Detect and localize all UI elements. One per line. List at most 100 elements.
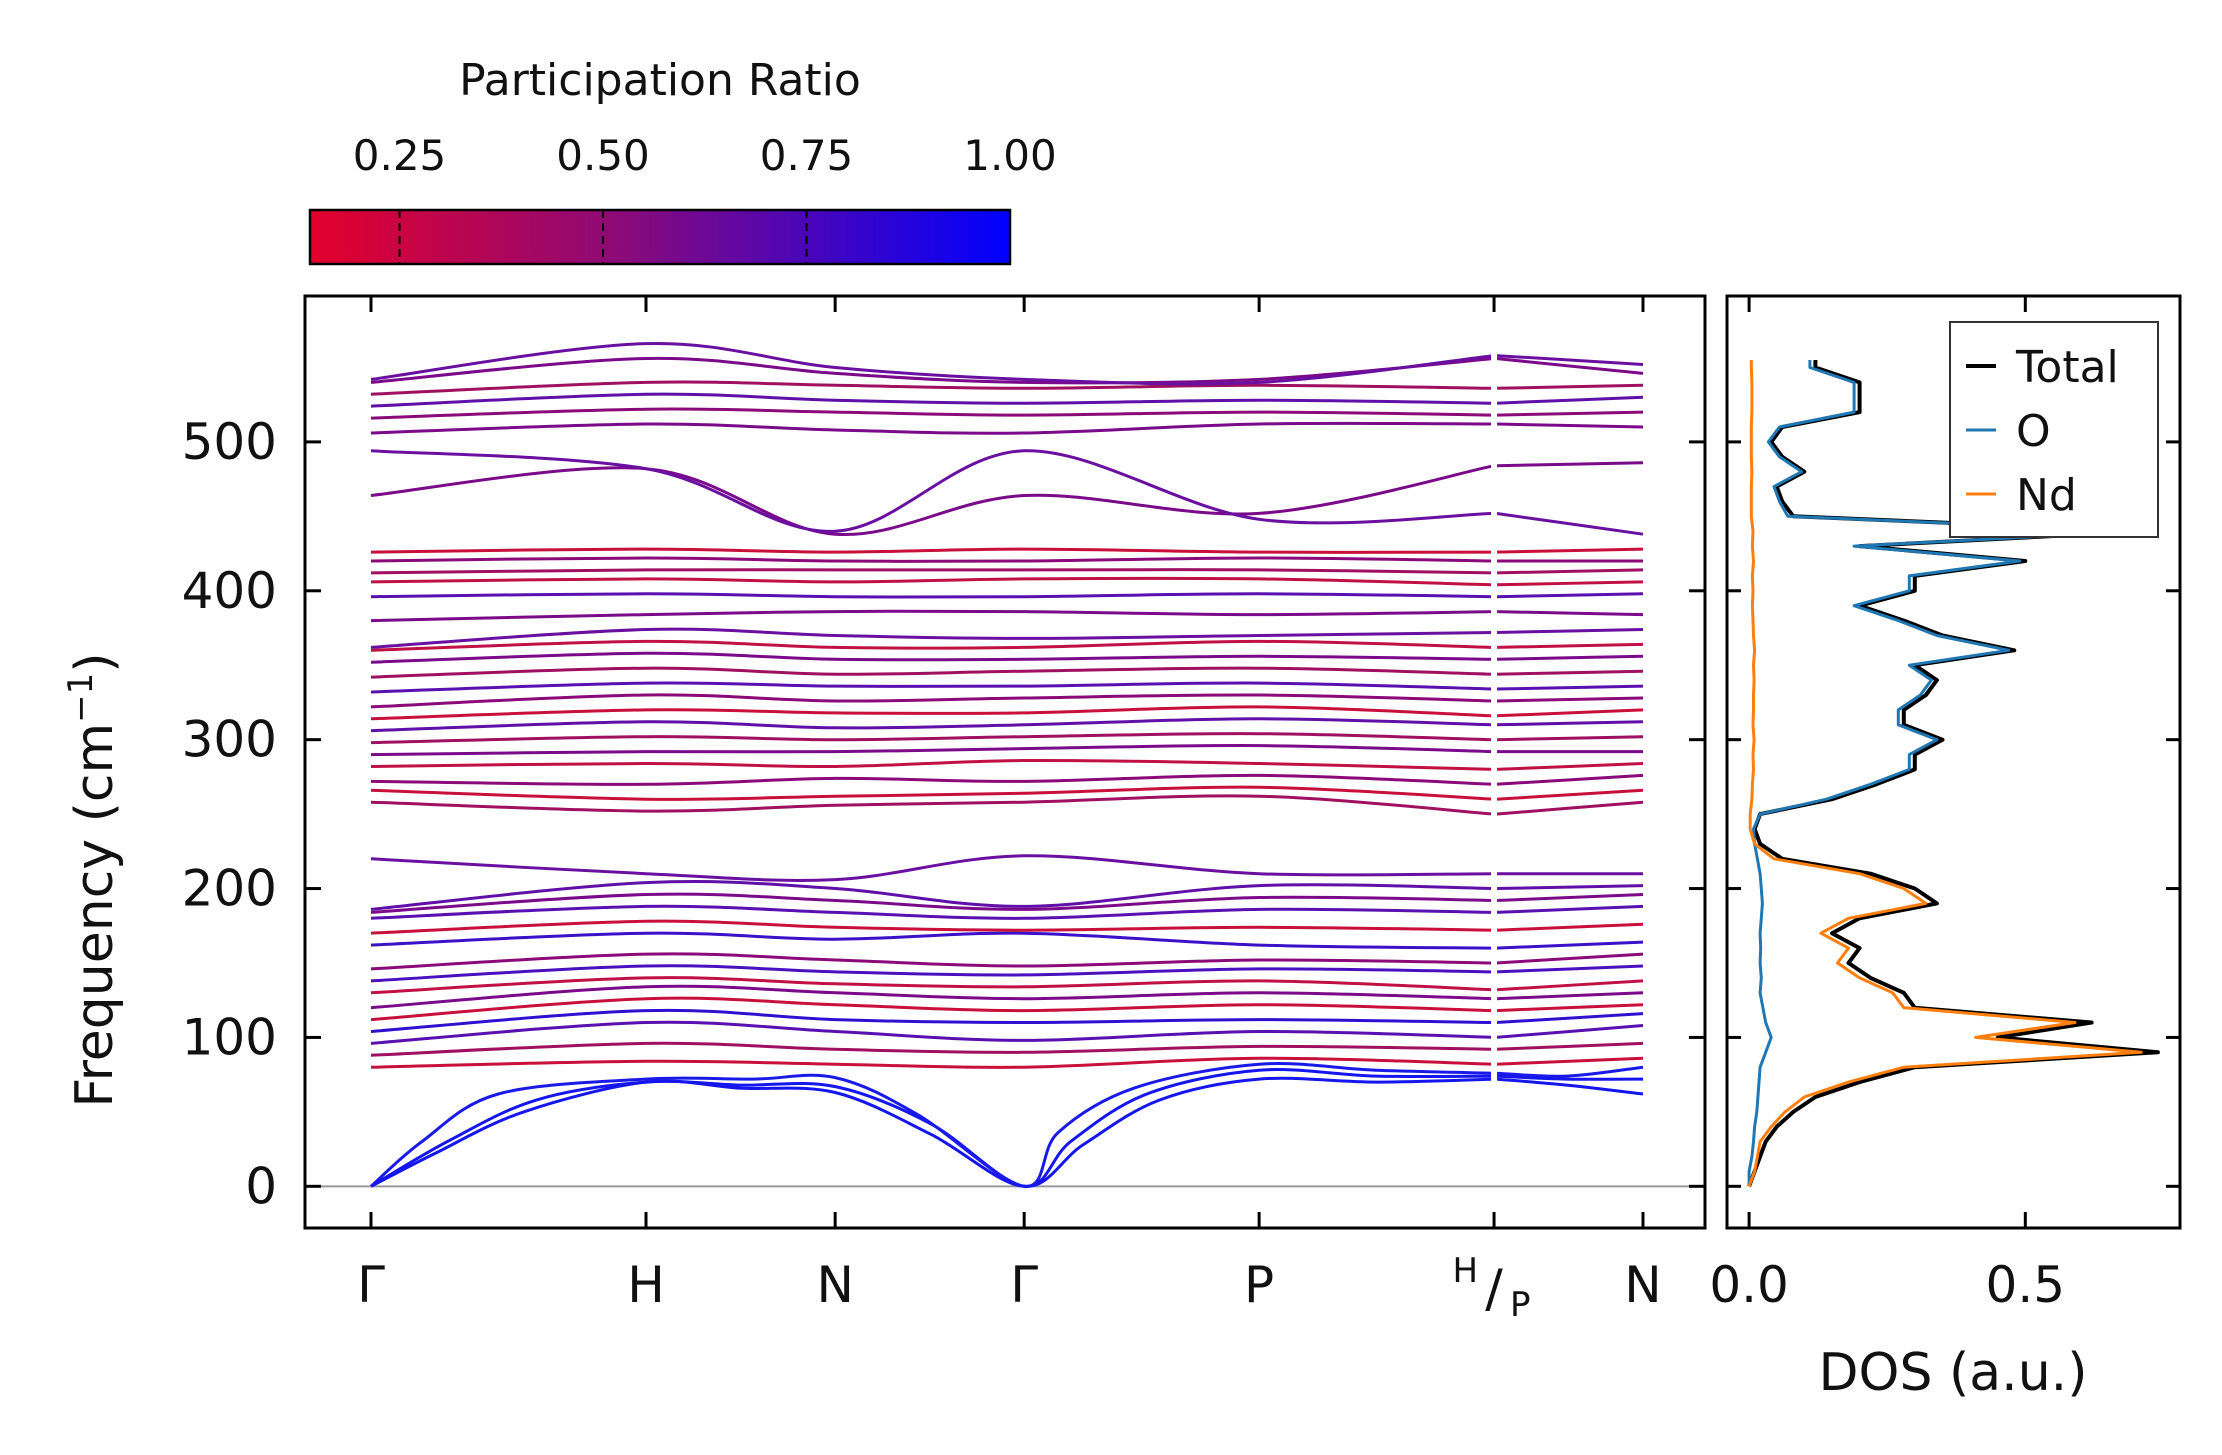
k-point-label: H <box>627 1256 665 1314</box>
band-line <box>370 732 1495 745</box>
band-line <box>1495 884 1644 890</box>
band-line <box>370 1076 1495 1188</box>
band-line <box>370 919 1495 935</box>
dos-x-tick-label: 0.0 <box>1709 1256 1789 1314</box>
y-tick-label: 200 <box>182 860 277 918</box>
band-line <box>370 744 1495 757</box>
dos-axes-frame <box>1725 294 2182 1230</box>
band-line <box>1495 1056 1644 1066</box>
band-line <box>370 794 1495 816</box>
band-line <box>370 693 1495 709</box>
band-line <box>1495 642 1644 649</box>
band-line <box>370 627 1495 649</box>
band-line <box>1495 788 1644 801</box>
band-line <box>1495 991 1644 1001</box>
band-line <box>370 1056 1495 1069</box>
band-line <box>370 547 1495 554</box>
band-line <box>1495 979 1644 992</box>
band-line <box>1495 720 1644 727</box>
dos-axis-ticks: 0.0 0.5 <box>1709 296 2180 1314</box>
legend-label-nd: Nd <box>2016 470 2077 521</box>
k-point-label-p: P <box>1510 1285 1531 1325</box>
band-line <box>1495 357 1644 375</box>
colorbar-title: Participation Ratio <box>459 55 861 106</box>
band-line <box>1495 735 1644 742</box>
dos-line-o <box>1747 360 2143 1187</box>
k-point-label: Γ <box>1010 1256 1038 1314</box>
band-line <box>1495 964 1644 974</box>
band-line <box>1495 547 1644 554</box>
dos-panel: 0.0 0.5 DOS (a.u.) Total O Nd <box>1709 294 2182 1403</box>
band-line <box>370 356 1495 385</box>
band-line <box>370 1020 1495 1045</box>
band-line <box>1495 762 1644 771</box>
band-line <box>1495 654 1644 661</box>
y-tick-label: 500 <box>182 413 277 471</box>
colorbar-tick-label: 0.50 <box>556 131 650 180</box>
y-tick-label: 0 <box>245 1157 277 1215</box>
y-tick-label: 300 <box>182 711 277 769</box>
band-line <box>1495 708 1644 718</box>
band-line <box>1495 461 1644 468</box>
path-break-gap <box>1491 298 1498 1183</box>
band-line <box>370 1062 1495 1188</box>
dos-legend: Total O Nd <box>1949 321 2159 538</box>
band-line <box>1495 922 1644 932</box>
colorbar-ticks: 0.25 0.50 0.75 1.00 <box>353 131 1057 264</box>
band-line <box>370 904 1495 920</box>
band-line <box>370 681 1495 694</box>
band-line <box>370 964 1495 983</box>
band-line <box>1495 1041 1644 1051</box>
band-line <box>370 773 1495 786</box>
y-tick-label: 100 <box>182 1008 277 1066</box>
band-line <box>1495 1065 1644 1078</box>
band-line <box>370 879 1495 911</box>
band-lines <box>305 298 1705 1188</box>
band-line <box>1495 354 1644 366</box>
k-path-ticks: Γ H N Γ P NH / P <box>357 296 1662 1325</box>
band-line <box>1495 580 1644 587</box>
band-line <box>370 592 1495 599</box>
band-line <box>370 666 1495 679</box>
band-line <box>370 996 1495 1022</box>
band-line <box>1495 669 1644 676</box>
band-line <box>370 576 1495 587</box>
band-line <box>370 464 1495 537</box>
band-line <box>370 758 1495 771</box>
band-line <box>370 785 1495 801</box>
colorbar-gradient <box>308 208 1012 266</box>
band-line <box>370 651 1495 664</box>
band-line <box>370 1008 1495 1033</box>
band-line <box>370 639 1495 652</box>
band-line <box>370 976 1495 995</box>
colorbar: Participation Ratio 0.25 0.50 0.75 1.00 <box>308 55 1057 266</box>
band-line <box>1495 800 1644 816</box>
band-line <box>370 892 1495 914</box>
colorbar-tick-label: 0.25 <box>353 131 447 180</box>
band-line <box>370 984 1495 1010</box>
colorbar-tick-label: 0.75 <box>760 131 854 180</box>
band-line <box>1495 511 1644 536</box>
band-line <box>370 1041 1495 1057</box>
colorbar-tick-label: 1.00 <box>963 131 1057 180</box>
band-line <box>370 568 1495 575</box>
legend-label-total: Total <box>2015 342 2119 393</box>
band-line <box>1495 592 1644 599</box>
band-line <box>370 407 1495 420</box>
band-line <box>370 952 1495 971</box>
band-line <box>1495 568 1644 575</box>
dos-line-total <box>1747 360 2160 1187</box>
k-point-label-slash: / <box>1485 1259 1503 1319</box>
band-line <box>370 449 1495 533</box>
dos-line-nd <box>1747 360 2143 1187</box>
dos-x-axis-label: DOS (a.u.) <box>1819 1343 2088 1403</box>
band-line <box>1495 773 1644 786</box>
band-line <box>370 421 1495 435</box>
band-line <box>1495 628 1644 634</box>
k-point-label: N <box>1624 1256 1661 1314</box>
band-line <box>1495 383 1644 390</box>
band-line <box>370 342 1495 386</box>
band-line <box>1495 684 1644 691</box>
